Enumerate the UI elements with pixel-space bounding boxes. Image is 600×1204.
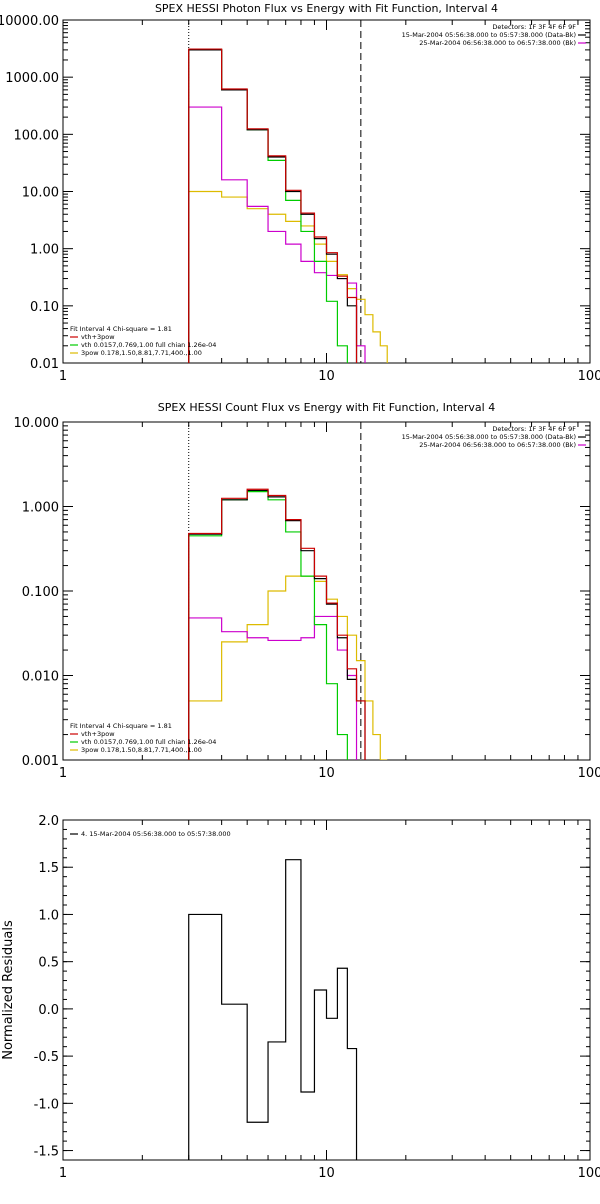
y-axis: 10000.00 1000.00 100.00 10.00 1.00 0.10 0.01 — [0, 14, 590, 372]
y-tick-label: 0.0 — [38, 1003, 59, 1018]
legend-entry: vth+3pow — [81, 333, 115, 341]
x-axis: 1 10 100 — [59, 820, 600, 1181]
legend: Fit Interval 4 Chi-square = 1.81vth+3pow… — [70, 722, 216, 754]
series-group — [189, 860, 357, 1160]
legend-entry: 3pow 0.178,1.50,8.81,7.71,400.,1.00 — [81, 349, 202, 357]
y-tick-label: -1.0 — [34, 1097, 59, 1112]
legend-entry: vth 0.0157,0.769,1.00 full chian 1.26e-0… — [81, 738, 216, 746]
y-tick-label: 1.0 — [38, 908, 59, 923]
legend-entry: 4. 15-Mar-2004 05:56:38.000 to 05:57:38.… — [81, 830, 231, 838]
y-tick-label: 10.00 — [22, 186, 59, 201]
x-tick-label: 100 — [578, 369, 600, 384]
legend-header: Fit Interval 4 Chi-square = 1.81 — [70, 325, 172, 333]
x-tick-label: 1 — [59, 369, 67, 384]
y-tick-label: 0.10 — [30, 300, 59, 315]
series-vth — [189, 492, 357, 762]
info-line: 25-Mar-2004 06:56:38.000 to 06:57:38.000… — [419, 39, 576, 47]
legend-header: Fit Interval 4 Chi-square = 1.81 — [70, 722, 172, 730]
chart-panel-1: SPEX HESSI Photon Flux vs Energy with Fi… — [0, 2, 600, 384]
info-line: 15-Mar-2004 05:56:38.000 to 05:57:38.000… — [402, 31, 576, 39]
series-vth — [189, 50, 357, 365]
chart-panel-2: SPEX HESSI Count Flux vs Energy with Fit… — [14, 401, 600, 781]
y-tick-label: 10000.00 — [0, 14, 59, 29]
info-line: Detectors: 1F 3F 4F 6F 9F — [492, 23, 576, 31]
series-group — [189, 489, 388, 762]
legend-entry: vth+3pow — [81, 730, 115, 738]
series-data-bk — [189, 490, 365, 760]
legend-entry: vth 0.0157,0.769,1.00 full chian 1.26e-0… — [81, 341, 216, 349]
series-vth-3pow — [189, 489, 365, 760]
y-axis-label: Normalized Residuals — [1, 920, 16, 1060]
y-tick-label: 0.01 — [30, 357, 59, 372]
info-line: Detectors: 1F 3F 4F 6F 9F — [492, 425, 576, 433]
y-axis: 2.0 1.5 1.0 0.5 0.0 -0.5 -1.0 -1.5 — [34, 814, 590, 1160]
series-bk — [189, 107, 365, 363]
y-tick-label: 1.000 — [22, 501, 59, 516]
info-line: 15-Mar-2004 05:56:38.000 to 05:57:38.000… — [402, 433, 576, 441]
x-tick-label: 1 — [59, 1166, 67, 1181]
x-tick-label: 10 — [318, 766, 335, 781]
series-3pow — [189, 192, 394, 366]
series-vth-3pow — [189, 49, 357, 363]
y-tick-label: 1.5 — [38, 861, 59, 876]
y-tick-label: 10.000 — [14, 416, 60, 431]
y-axis: 10.000 1.000 0.100 0.010 0.001 — [14, 416, 591, 769]
y-tick-label: -0.5 — [34, 1050, 59, 1065]
plot-frame — [63, 20, 590, 363]
x-tick-label: 10 — [318, 1166, 335, 1181]
x-tick-label: 10 — [318, 369, 335, 384]
x-tick-label: 100 — [578, 1166, 600, 1181]
y-tick-label: 0.001 — [22, 754, 59, 769]
chart-panel-3: 1 10 100 2.0 1.5 1.0 0.5 0.0 -0.5 -1.0 -1.5 Normali… — [1, 814, 600, 1181]
legend-entry: 3pow 0.178,1.50,8.81,7.71,400.,1.00 — [81, 746, 202, 754]
y-tick-label: 1000.00 — [5, 71, 59, 86]
info-line: 25-Mar-2004 06:56:38.000 to 06:57:38.000… — [419, 441, 576, 449]
series-residuals — [189, 860, 357, 1160]
y-tick-label: -1.5 — [34, 1145, 59, 1160]
y-tick-label: 100.00 — [14, 128, 60, 143]
legend: Fit Interval 4 Chi-square = 1.81vth+3pow… — [70, 325, 216, 357]
legend: 4. 15-Mar-2004 05:56:38.000 to 05:57:38.… — [70, 830, 231, 838]
series-data-bk — [189, 50, 357, 363]
y-tick-label: 0.100 — [22, 585, 59, 600]
y-tick-label: 0.010 — [22, 670, 59, 685]
y-tick-label: 2.0 — [38, 814, 59, 829]
x-tick-label: 100 — [578, 766, 600, 781]
chart-title: SPEX HESSI Count Flux vs Energy with Fit… — [158, 401, 495, 414]
series-3pow — [189, 576, 388, 760]
y-tick-label: 0.5 — [38, 956, 59, 971]
series-group — [189, 49, 394, 365]
chart-title: SPEX HESSI Photon Flux vs Energy with Fi… — [155, 2, 498, 15]
y-tick-label: 1.00 — [30, 243, 59, 258]
x-tick-label: 1 — [59, 766, 67, 781]
